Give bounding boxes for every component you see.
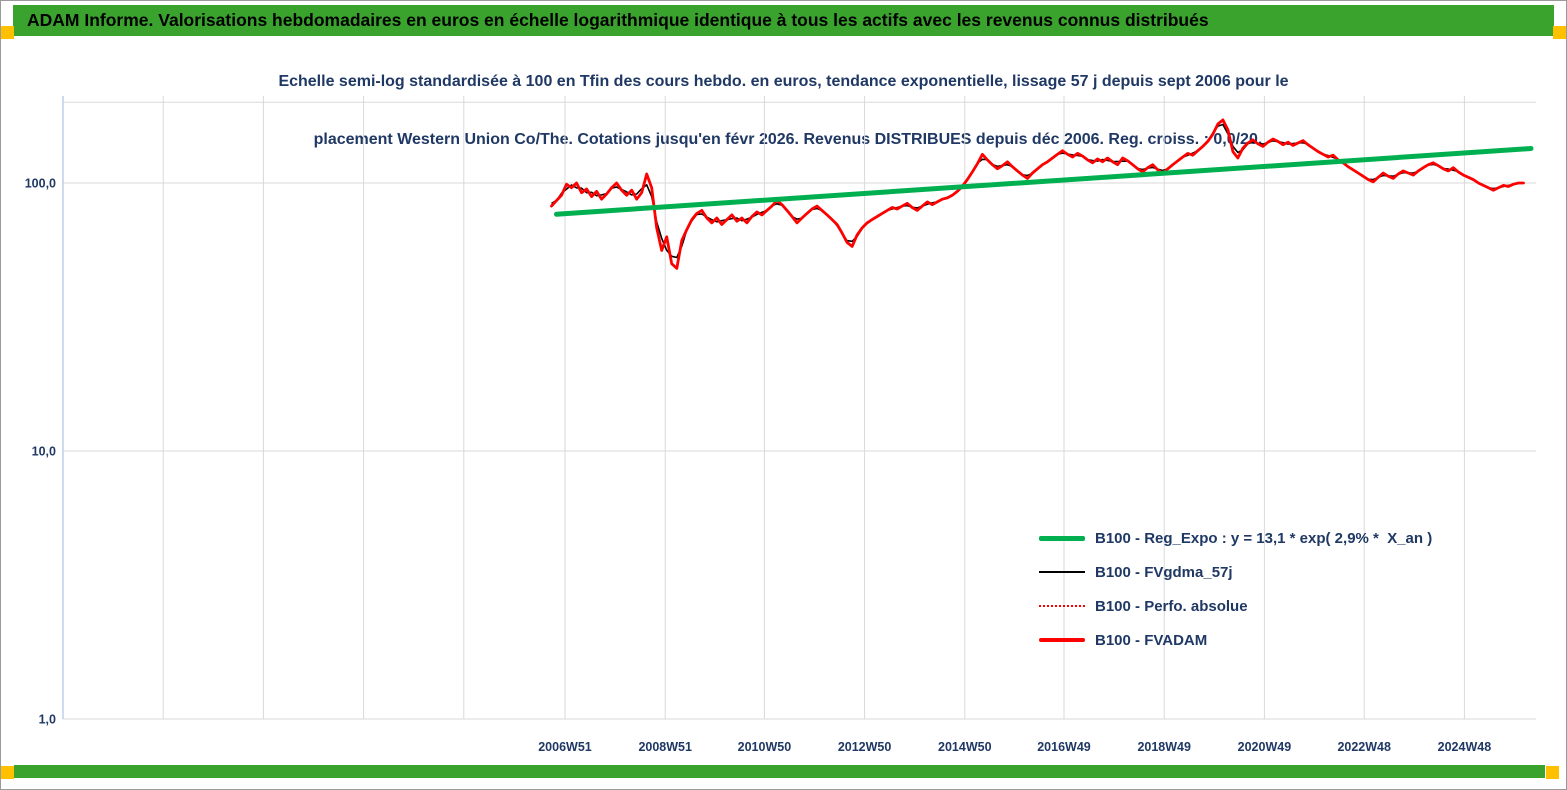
y-tick-label: 100,0 [25,177,56,191]
chart-title-line1: Echelle semi-log standardisée à 100 en T… [278,73,1289,90]
corner-marker-bottom-right [1546,766,1559,779]
legend-item-fvadam: B100 - FVADAM [1039,623,1432,657]
x-tick-label: 2008W51 [638,740,692,754]
legend-item-reg-expo: B100 - Reg_Expo : y = 13,1 * exp( 2,9% *… [1039,521,1432,555]
series-reg-expo-trendline [554,146,1534,217]
legend-item-fvgdma: B100 - FVgdma_57j [1039,555,1432,589]
bottom-bar [14,765,1545,778]
legend-label-fvadam: B100 - FVADAM [1095,631,1208,649]
corner-marker-top-left [1,26,14,39]
x-tick-label: 2020W49 [1238,740,1292,754]
x-tick-label: 2010W50 [738,740,792,754]
dotted-line-swatch-icon [1039,605,1085,607]
x-tick-label: 2016W49 [1037,740,1091,754]
chart-title: Echelle semi-log standardisée à 100 en T… [91,67,1476,154]
x-tick-label: 2018W49 [1137,740,1191,754]
header-bar: ADAM Informe. Valorisations hebdomadaire… [13,5,1554,36]
x-tick-label: 2022W48 [1337,740,1391,754]
legend: B100 - Reg_Expo : y = 13,1 * exp( 2,9% *… [1039,521,1432,657]
y-tick-label: 1,0 [39,713,56,727]
legend-label-reg-expo: B100 - Reg_Expo : y = 13,1 * exp( 2,9% *… [1095,529,1433,547]
main-line-swatch-icon [1039,638,1085,642]
corner-marker-top-right [1553,26,1566,39]
smoothed-line-swatch-icon [1039,571,1085,573]
header-title: ADAM Informe. Valorisations hebdomadaire… [27,10,1209,30]
legend-item-perfo-absolue: B100 - Perfo. absolue [1039,589,1432,623]
trendline-swatch-icon [1039,535,1085,541]
chart-title-line2: placement Western Union Co/The. Cotation… [313,131,1263,148]
y-tick-label: 10,0 [32,445,56,459]
x-tick-label: 2024W48 [1438,740,1492,754]
x-tick-label: 2012W50 [838,740,892,754]
x-tick-label: 2006W51 [538,740,592,754]
legend-label-fvgdma: B100 - FVgdma_57j [1095,563,1233,581]
x-tick-label: 2014W50 [938,740,992,754]
legend-label-perfo-absolue: B100 - Perfo. absolue [1095,597,1248,615]
corner-marker-bottom-left [1,766,14,779]
